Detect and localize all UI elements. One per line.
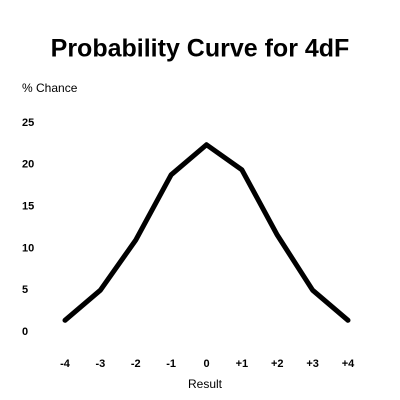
x-tick-label: -2 <box>131 358 141 370</box>
y-tick-label: 0 <box>22 326 28 338</box>
x-tick-label: +2 <box>271 358 284 370</box>
x-tick-label: +1 <box>236 358 249 370</box>
y-tick-label: 15 <box>22 201 34 213</box>
x-tick-label: 0 <box>203 358 209 370</box>
x-axis-label: Result <box>188 377 223 391</box>
chart-title: Probability Curve for 4dF <box>51 35 350 63</box>
y-tick-label: 10 <box>22 242 34 254</box>
y-tick-label: 25 <box>22 117 34 129</box>
x-tick-label: +4 <box>342 358 355 370</box>
curve <box>62 142 351 323</box>
y-tick-label: 5 <box>22 284 28 296</box>
x-tick-label: -1 <box>166 358 176 370</box>
y-tick-label: 20 <box>22 159 34 171</box>
x-tick-label: -4 <box>60 358 71 370</box>
x-tick-label: +3 <box>306 358 319 370</box>
x-tick-label: -3 <box>95 358 105 370</box>
y-axis-label: % Chance <box>22 81 78 95</box>
